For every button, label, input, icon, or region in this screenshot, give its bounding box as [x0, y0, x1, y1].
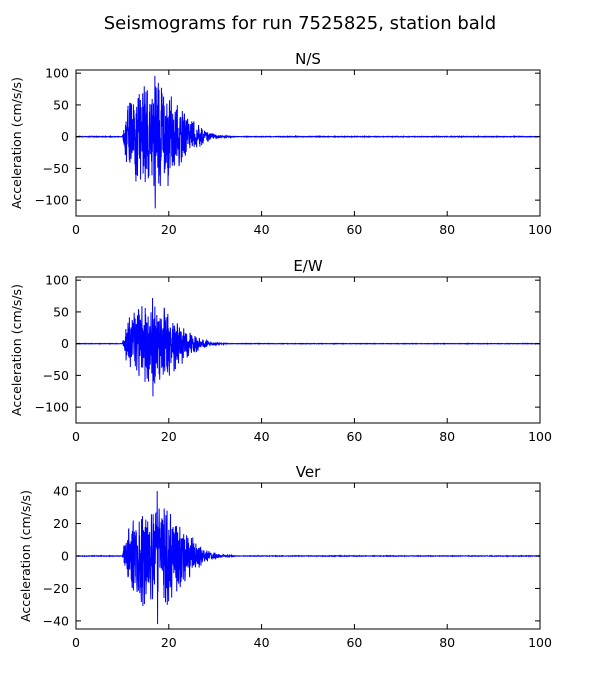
seismogram-trace [76, 491, 540, 625]
y-tick-label: 20 [53, 516, 69, 531]
axes-frame [75, 276, 541, 424]
x-tick-label: 40 [254, 429, 270, 444]
y-tick-label: 0 [61, 129, 69, 144]
y-tick-label: −50 [43, 161, 69, 176]
panel-e-w: 0 20 40 60 80 100 100 50 0 −50 −100 E/W Acceleration… [9, 257, 552, 444]
x-tick-label: 0 [72, 429, 80, 444]
x-tick-label: 100 [528, 222, 552, 237]
y-tick-label: −100 [35, 193, 69, 208]
figure-title: Seismograms for run 7525825, station bal… [104, 13, 496, 34]
y-tick-label: 0 [61, 549, 69, 564]
y-tick-label: 50 [53, 97, 69, 112]
x-tick-label: 80 [439, 429, 455, 444]
panel-title: N/S [295, 50, 321, 68]
x-tick-label: 20 [161, 635, 177, 650]
y-tick-label: 50 [53, 304, 69, 319]
x-tick-label: 60 [346, 222, 362, 237]
x-tick-label: 60 [346, 635, 362, 650]
panel-ver: 0 20 40 60 80 100 40 20 0 −20 −40 Ver Acceleration (… [18, 463, 552, 650]
y-axis-label: Acceleration (cm/s/s) [9, 284, 24, 416]
x-tick-label: 100 [528, 635, 552, 650]
panel-n-s: 0 20 40 60 80 100 100 50 0 −50 −100 N/S Acceleration… [9, 50, 552, 237]
y-tick-label: 40 [53, 484, 69, 499]
x-tick-label: 20 [161, 222, 177, 237]
x-tick-label: 20 [161, 429, 177, 444]
x-tick-label: 80 [439, 222, 455, 237]
x-tick-label: 0 [72, 635, 80, 650]
x-tick-label: 60 [346, 429, 362, 444]
y-tick-label: −40 [43, 613, 69, 628]
axes-frame [75, 69, 541, 217]
y-axis-label: Acceleration (cm/s/s) [9, 77, 24, 209]
x-tick-label: 40 [254, 635, 270, 650]
y-tick-label: 0 [61, 336, 69, 351]
seismogram-trace [76, 75, 540, 209]
x-tick-label: 80 [439, 635, 455, 650]
seismogram-trace [76, 297, 540, 397]
y-tick-label: −20 [43, 581, 69, 596]
y-tick-label: 100 [45, 273, 69, 288]
x-tick-label: 40 [254, 222, 270, 237]
x-tick-label: 0 [72, 222, 80, 237]
y-axis-label: Acceleration (cm/s/s) [18, 490, 33, 622]
panel-title: E/W [293, 257, 323, 275]
panel-title: Ver [296, 463, 321, 481]
y-tick-label: −50 [43, 368, 69, 383]
y-tick-label: 100 [45, 66, 69, 81]
x-tick-label: 100 [528, 429, 552, 444]
y-tick-label: −100 [35, 400, 69, 415]
